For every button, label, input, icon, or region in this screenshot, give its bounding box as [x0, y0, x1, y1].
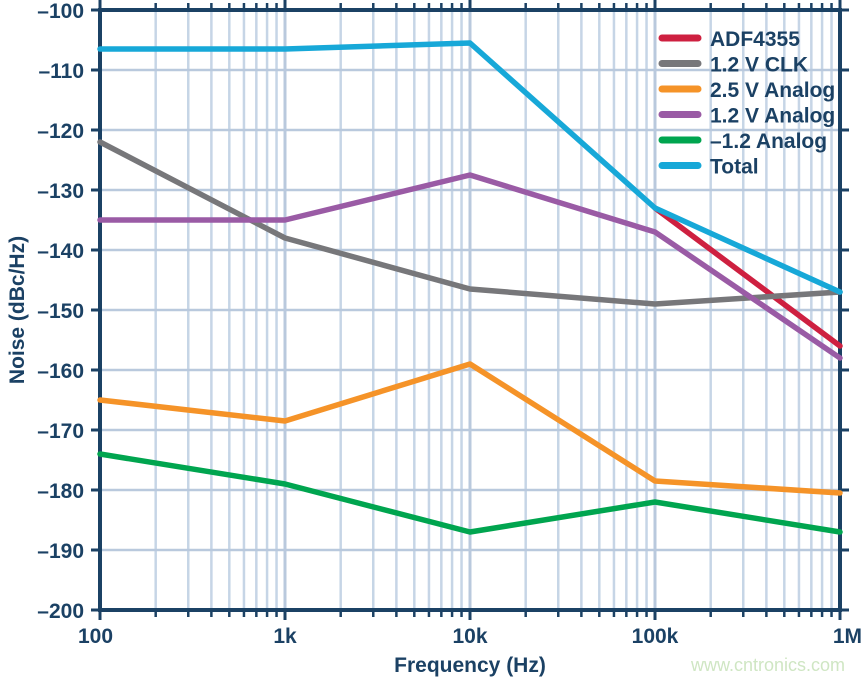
major-gridlines	[100, 10, 840, 610]
x-tick-label: 10k	[452, 625, 487, 648]
series-line	[97, 40, 843, 295]
series-line	[652, 205, 843, 349]
x-tick-labels: 100 1k 10k 100k 1M	[78, 625, 862, 648]
x-tick-label: 100k	[632, 625, 679, 648]
y-axis-title: Noise (dBc/Hz)	[6, 236, 29, 384]
legend-label: 2.5 V Analog	[710, 79, 835, 102]
x-tick-label: 100	[78, 625, 113, 648]
legend-label: 1.2 V CLK	[710, 54, 808, 77]
y-tick-labels: –100 –110 –120 –130 –140 –150 –160 –170 –180 –190…	[37, 0, 84, 623]
y-tick-label: –100	[37, 0, 84, 23]
series-line	[97, 172, 843, 361]
series-line	[97, 139, 843, 307]
legend-label: 1.2 V Analog	[710, 105, 835, 128]
x-tick-label: 1k	[273, 625, 297, 648]
legend-label: ADF4355	[710, 28, 800, 51]
x-tick-label: 1M	[833, 625, 862, 648]
series-line	[97, 451, 843, 535]
y-tick-label: –130	[37, 180, 84, 203]
x-axis-title: Frequency (Hz)	[394, 654, 546, 677]
legend-label: –1.2 Analog	[710, 130, 827, 153]
y-tick-label: –110	[38, 60, 84, 83]
y-tick-label: –200	[37, 600, 84, 623]
data-series	[97, 40, 843, 535]
y-tick-label: –190	[37, 540, 84, 563]
series-line	[97, 361, 843, 496]
y-tick-label: –120	[37, 120, 84, 143]
y-tick-label: –180	[37, 480, 84, 503]
y-tick-label: –140	[37, 240, 84, 263]
y-tick-label: –170	[37, 420, 84, 443]
legend-label: Total	[710, 156, 759, 179]
y-tick-label: –160	[37, 360, 84, 383]
plot-frame	[98, 8, 842, 612]
y-tick-label: –150	[37, 300, 84, 323]
watermark: www.cntronics.com	[690, 655, 845, 675]
